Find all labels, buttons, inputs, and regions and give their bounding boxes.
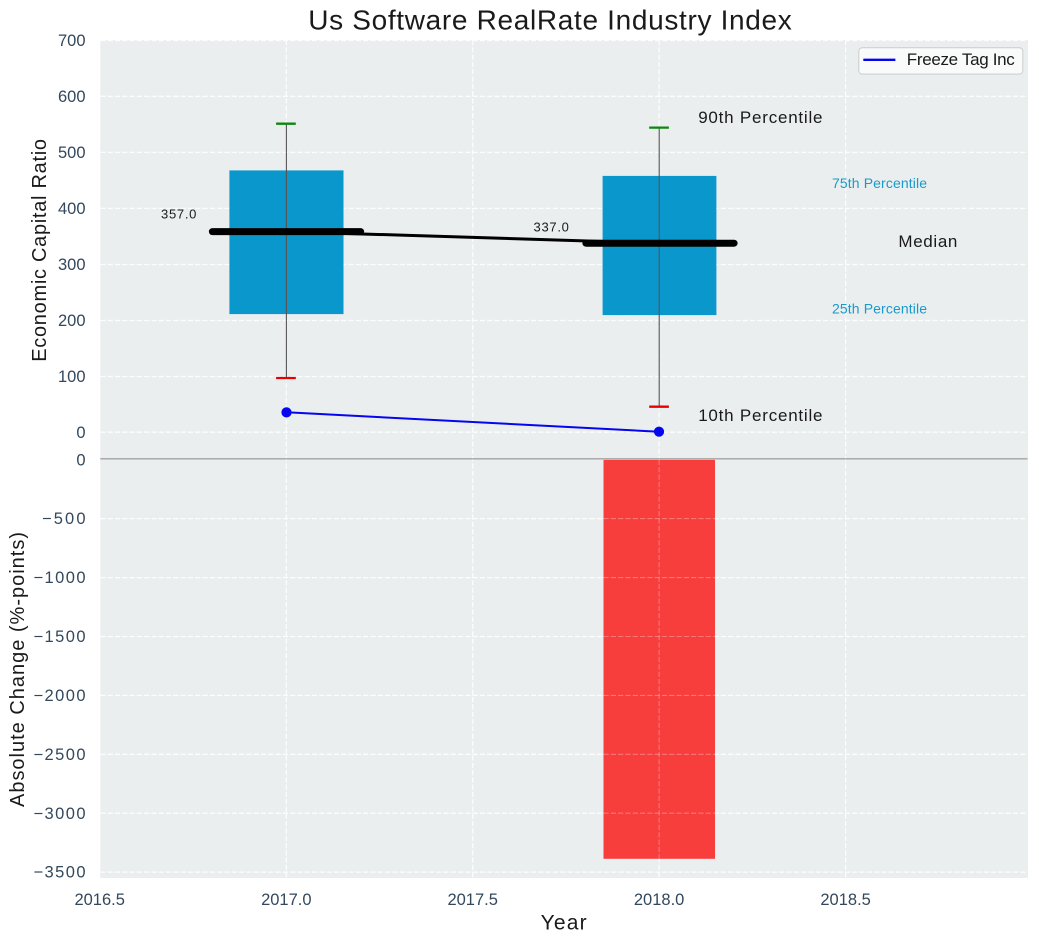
svg-text:−2000: −2000 bbox=[34, 687, 86, 705]
svg-text:0: 0 bbox=[76, 451, 85, 469]
svg-text:Us Software RealRate Industry: Us Software RealRate Industry Index bbox=[308, 5, 792, 36]
svg-text:−2500: −2500 bbox=[34, 746, 86, 764]
svg-text:100: 100 bbox=[58, 368, 86, 386]
svg-text:−3500: −3500 bbox=[34, 864, 86, 882]
svg-text:Year: Year bbox=[541, 912, 587, 935]
svg-text:2017.5: 2017.5 bbox=[447, 891, 497, 909]
svg-text:700: 700 bbox=[58, 32, 86, 50]
svg-text:−1500: −1500 bbox=[34, 628, 86, 646]
svg-text:Freeze Tag Inc: Freeze Tag Inc bbox=[907, 50, 1016, 69]
svg-text:2017.0: 2017.0 bbox=[261, 891, 311, 909]
svg-text:Absolute Change (%-points): Absolute Change (%-points) bbox=[7, 532, 29, 807]
svg-text:500: 500 bbox=[58, 144, 86, 162]
svg-text:10th Percentile: 10th Percentile bbox=[698, 406, 822, 425]
svg-text:−1000: −1000 bbox=[34, 569, 86, 587]
svg-text:357.0: 357.0 bbox=[161, 207, 196, 222]
svg-text:2018.0: 2018.0 bbox=[634, 891, 684, 909]
svg-text:−3000: −3000 bbox=[34, 805, 86, 823]
svg-text:Economic Capital Ratio: Economic Capital Ratio bbox=[29, 139, 51, 362]
svg-text:300: 300 bbox=[58, 256, 86, 274]
svg-text:25th Percentile: 25th Percentile bbox=[832, 301, 927, 317]
svg-text:90th Percentile: 90th Percentile bbox=[698, 108, 822, 127]
svg-text:337.0: 337.0 bbox=[534, 219, 569, 234]
svg-text:600: 600 bbox=[58, 88, 86, 106]
svg-text:Median: Median bbox=[898, 232, 957, 251]
svg-text:2018.5: 2018.5 bbox=[820, 891, 870, 909]
svg-text:2016.5: 2016.5 bbox=[74, 891, 124, 909]
svg-text:200: 200 bbox=[58, 312, 86, 330]
svg-text:75th Percentile: 75th Percentile bbox=[832, 175, 927, 191]
svg-text:0: 0 bbox=[76, 424, 85, 442]
svg-text:400: 400 bbox=[58, 200, 86, 218]
